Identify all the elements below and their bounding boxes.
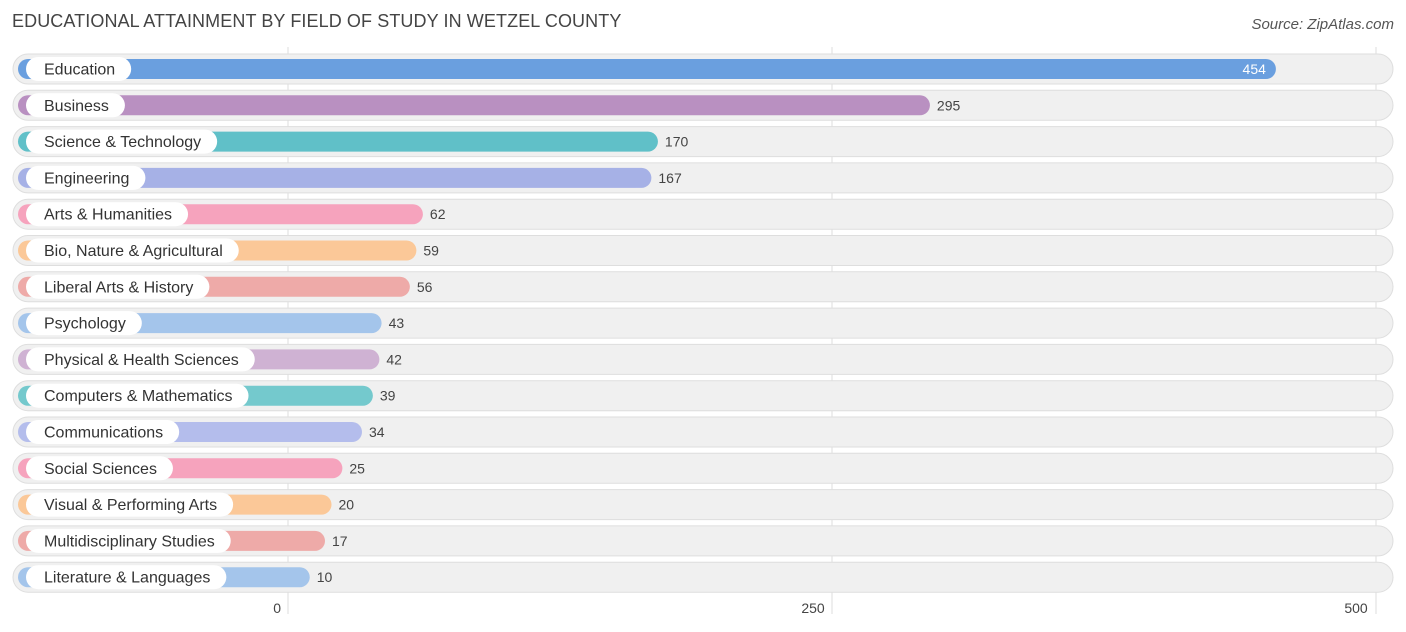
- x-tick-label: 0: [273, 600, 281, 616]
- category-label: Social Sciences: [44, 461, 157, 478]
- category-label-pill: [26, 528, 231, 553]
- bar-track: [12, 489, 1394, 521]
- value-label: 454: [1243, 61, 1267, 77]
- category-label: Multidisciplinary Studies: [44, 533, 215, 550]
- value-label: 56: [417, 279, 433, 295]
- value-label: 10: [317, 569, 333, 585]
- value-label: 17: [332, 533, 348, 549]
- chart-title: EDUCATIONAL ATTAINMENT BY FIELD OF STUDY…: [12, 11, 622, 31]
- category-label-pill: [26, 383, 249, 408]
- bar: [18, 95, 930, 116]
- category-label-pill: [26, 129, 218, 154]
- bar-row: Science & Technology 170: [12, 126, 1394, 158]
- value-label: 295: [937, 97, 961, 113]
- bar-row: Liberal Arts & History 56: [12, 271, 1394, 303]
- value-label: 167: [658, 170, 682, 186]
- category-label-pill: [26, 57, 132, 81]
- category-label: Visual & Performing Arts: [44, 497, 217, 514]
- bar-row: Physical & Health Sciences 42: [12, 343, 1394, 375]
- bar-row: Social Sciences 25: [12, 452, 1394, 484]
- bar-row: Business 295: [12, 89, 1394, 121]
- chart-source: Source: ZipAtlas.com: [1251, 16, 1394, 33]
- category-label: Psychology: [44, 316, 126, 333]
- category-label: Computers & Mathematics: [44, 388, 233, 405]
- value-label: 42: [386, 351, 402, 367]
- bar: [18, 59, 1276, 79]
- bar-row: Engineering 167: [12, 162, 1394, 194]
- category-label: Communications: [44, 425, 163, 442]
- x-axis: 0 250 500: [273, 600, 1368, 616]
- bar-row: Arts & Humanities 62: [12, 198, 1394, 230]
- category-label-pill: [26, 420, 180, 444]
- bar-row: Psychology 43: [12, 307, 1394, 339]
- category-label: Bio, Nature & Agricultural: [44, 243, 223, 260]
- value-label: 59: [423, 243, 439, 259]
- bar-row: Literature & Languages 10: [12, 561, 1394, 593]
- category-label: Literature & Languages: [44, 570, 210, 587]
- value-label: 43: [389, 315, 405, 331]
- category-label-pill: [26, 311, 142, 336]
- value-label: 39: [380, 388, 396, 404]
- bar: [18, 167, 652, 188]
- category-label: Arts & Humanities: [44, 207, 172, 224]
- bar-track: [12, 561, 1394, 593]
- category-label-pill: [26, 492, 234, 517]
- value-label: 20: [339, 497, 355, 513]
- category-label: Business: [44, 98, 109, 115]
- category-label: Engineering: [44, 170, 129, 187]
- x-tick-label: 250: [801, 600, 825, 616]
- value-label: 170: [665, 134, 689, 150]
- x-tick-label: 500: [1344, 600, 1368, 616]
- bar-row: Computers & Mathematics 39: [12, 380, 1394, 412]
- category-label-pill: [26, 93, 125, 118]
- bar-row: Visual & Performing Arts 20: [12, 489, 1394, 521]
- bar-track: [12, 525, 1394, 557]
- category-label-pill: [26, 274, 210, 299]
- bar-row: Communications 34: [12, 416, 1394, 448]
- category-label: Liberal Arts & History: [44, 279, 193, 296]
- value-label: 25: [349, 460, 365, 476]
- value-label: 34: [369, 424, 385, 440]
- bars-layer: Education 454 Business 295 Science & Technol…: [12, 53, 1394, 593]
- category-label-pill: [26, 456, 173, 481]
- category-label-pill: [26, 565, 227, 590]
- bar-row: Bio, Nature & Agricultural 59: [12, 235, 1394, 266]
- category-label-pill: [26, 165, 146, 190]
- bar-row: Education 454: [12, 53, 1394, 85]
- value-label: 62: [430, 206, 446, 222]
- category-label: Physical & Health Sciences: [44, 352, 239, 369]
- bar-row: Multidisciplinary Studies 17: [12, 525, 1394, 557]
- category-label-pill: [26, 238, 239, 263]
- category-label: Science & Technology: [44, 134, 201, 151]
- category-label-pill: [26, 202, 189, 227]
- category-label-pill: [26, 347, 255, 372]
- category-label: Education: [44, 62, 115, 79]
- bar-track: [12, 452, 1394, 484]
